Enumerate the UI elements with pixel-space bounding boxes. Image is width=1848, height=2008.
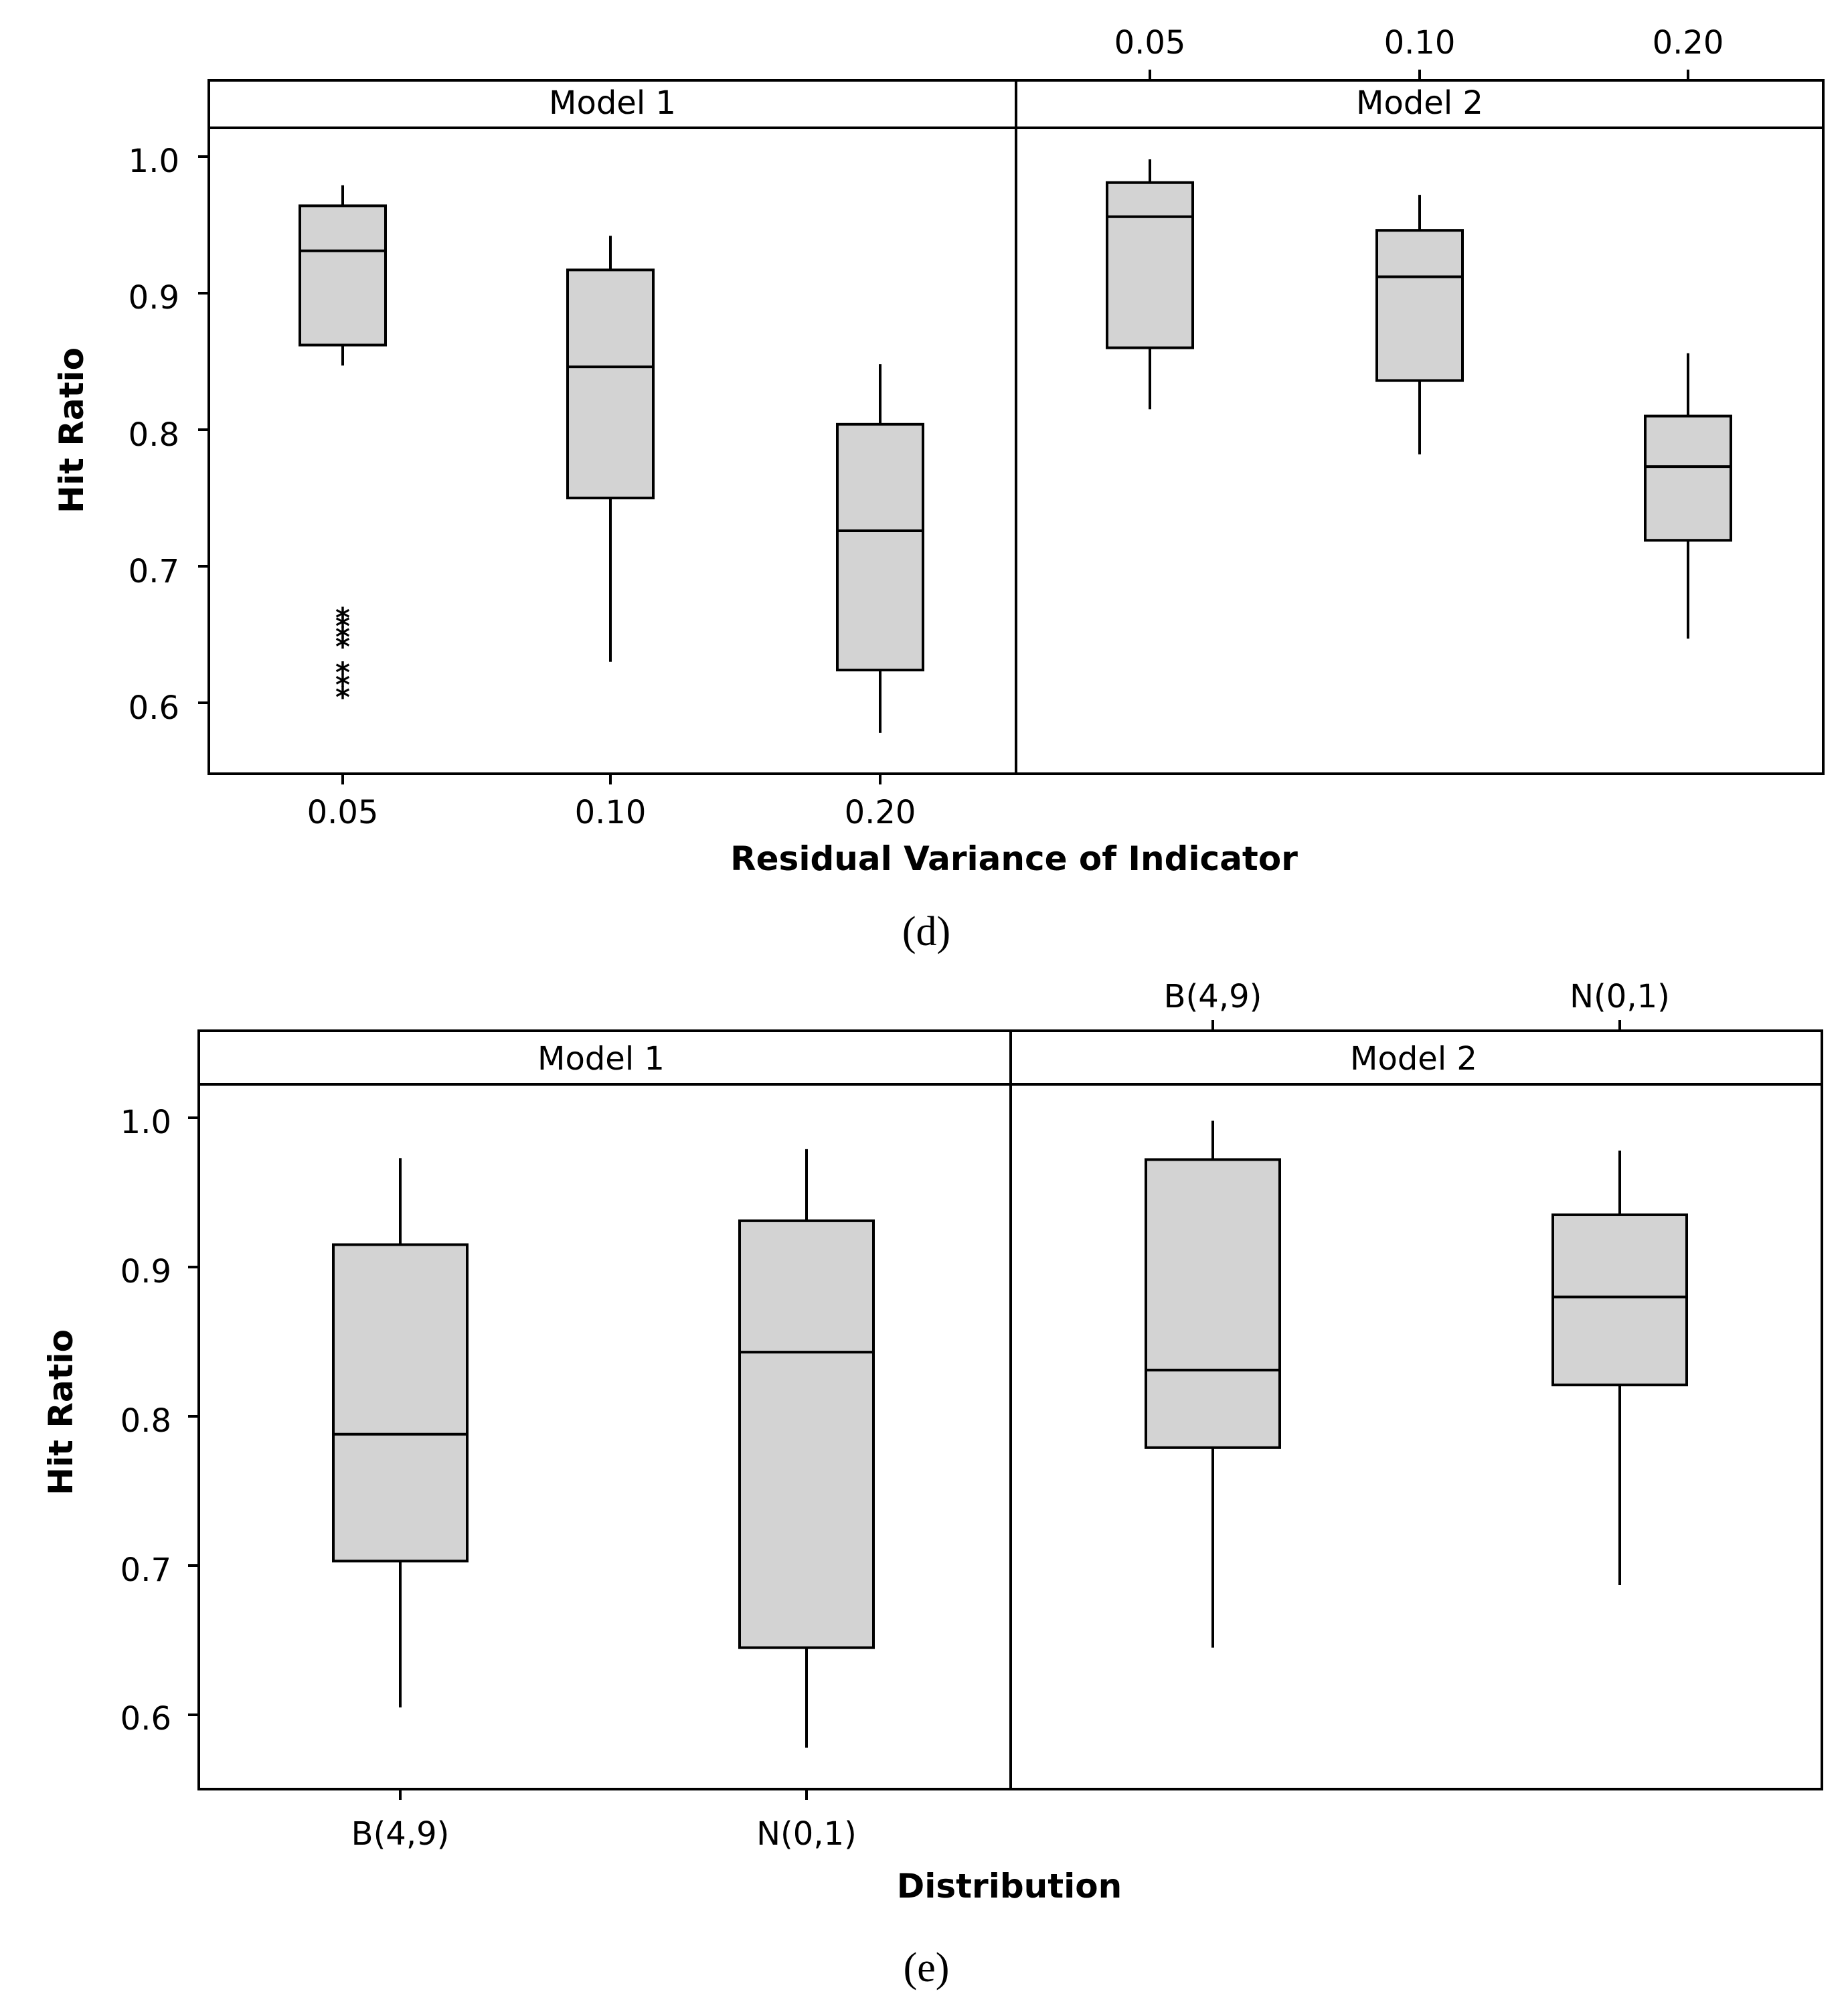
chart-e-x-tick-label-bottom: B(4,9)	[351, 1815, 450, 1853]
chart-e-y-tick-label: 0.7	[120, 1552, 171, 1589]
chart-d-outlier-marker: *	[335, 656, 350, 689]
chart-e-y-tick-label: 0.6	[120, 1700, 171, 1738]
chart-d-x-tick-label-top: 0.05	[1114, 24, 1186, 62]
chart-e-y-tick-label: 1.0	[120, 1104, 171, 1141]
chart-d-model-2-020-box	[1644, 414, 1732, 542]
chart-e-model-2-N01-box	[1551, 1213, 1688, 1387]
chart-e: Model 1 Model 2 Hit Ratio 0.6 0.7 0.8 0.…	[41, 978, 1823, 1991]
chart-e-model-1-B49-box	[332, 1243, 469, 1563]
chart-d-y-tick-label: 0.7	[129, 553, 179, 590]
chart-d-outlier-marker: *	[335, 668, 350, 701]
chart-d-x-tick-label-top: 0.20	[1653, 24, 1724, 62]
chart-d-model-1-020-box	[836, 422, 924, 672]
chart-d-x-tick-label-bottom: 0.10	[575, 794, 647, 831]
chart-e-facet-label-model-1: Model 1	[537, 1040, 665, 1078]
chart-d-y-tick-label: 0.9	[129, 279, 179, 317]
chart-d-y-tick-label: 0.6	[129, 689, 179, 727]
chart-e-panel-label: (e)	[904, 1945, 950, 1991]
chart-d-model-1-010-box	[566, 268, 655, 499]
chart-d-x-axis-label: Residual Variance of Indicator	[730, 839, 1298, 878]
chart-e-y-tick-label: 0.8	[120, 1402, 171, 1440]
chart-d-outlier-marker: *	[335, 620, 350, 653]
chart-d-outlier-marker: *	[335, 630, 350, 663]
chart-e-model-2-B49-box	[1145, 1158, 1281, 1449]
chart-e-x-tick-label-top: N(0,1)	[1570, 978, 1670, 1015]
chart-d-marks: *******	[198, 70, 1732, 784]
chart-d-model-2-010-box	[1375, 229, 1464, 382]
chart-e-model-1-N01-box	[738, 1219, 875, 1649]
chart-d-y-tick-label: 1.0	[129, 143, 179, 180]
chart-e-y-axis-label: Hit Ratio	[41, 1329, 80, 1495]
chart-d-y-tick-label: 0.8	[129, 416, 179, 454]
chart-d-x-tick-label-bottom: 0.05	[307, 794, 379, 831]
chart-e-facet-label-model-2: Model 2	[1350, 1040, 1477, 1078]
chart-d: Model 1 Model 2 Hit Ratio 0.6 0.7 0.8 0.…	[52, 24, 1825, 954]
chart-d-facet-label-model-1: Model 1	[549, 84, 676, 122]
chart-e-y-tick-label: 0.9	[120, 1253, 171, 1290]
chart-e-marks	[188, 1020, 1688, 1800]
chart-d-panel-label: (d)	[902, 909, 950, 954]
chart-d-y-axis-label: Hit Ratio	[52, 347, 91, 513]
chart-d-x-tick-label-bottom: 0.20	[845, 794, 916, 831]
chart-d-outlier-marker: *	[335, 681, 350, 714]
chart-e-x-axis-label: Distribution	[897, 1867, 1122, 1906]
chart-d-model-1-005-box	[299, 204, 387, 347]
chart-e-x-tick-label-top: B(4,9)	[1164, 978, 1262, 1015]
chart-e-x-tick-label-bottom: N(0,1)	[756, 1815, 857, 1853]
chart-d-x-tick-label-top: 0.10	[1384, 24, 1456, 62]
chart-d-outlier-marker: *	[335, 610, 350, 643]
chart-d-outlier-marker: *	[335, 602, 350, 635]
chart-d-model-2-005-box	[1106, 181, 1194, 349]
chart-d-facet-label-model-2: Model 2	[1356, 84, 1483, 122]
